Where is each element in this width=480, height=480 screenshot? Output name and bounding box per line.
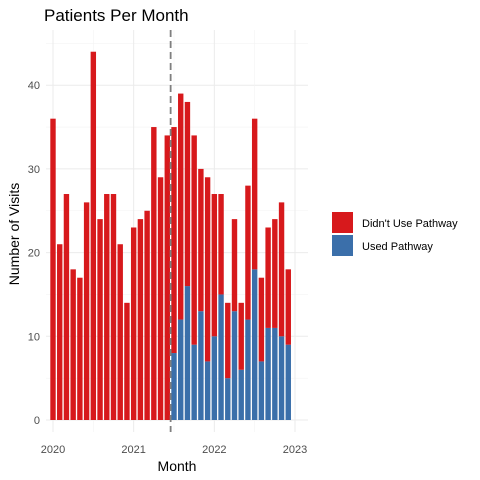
y-axis-ticks: 0 10 20 30 40: [28, 80, 40, 427]
legend-label: Used Pathway: [362, 241, 433, 253]
bar-didnt-use-pathway: [130, 227, 137, 420]
bar-didnt-use-pathway: [63, 194, 70, 420]
bar-didnt-use-pathway: [104, 194, 110, 420]
bar-used-pathway: [265, 327, 271, 420]
bar-didnt-use-pathway: [83, 202, 90, 420]
y-tick-label: 20: [28, 248, 40, 260]
bar-used-pathway: [211, 336, 218, 420]
x-tick-label: 2020: [41, 444, 65, 456]
bar-didnt-use-pathway: [238, 302, 244, 370]
bar-didnt-use-pathway: [198, 168, 204, 312]
bar-didnt-use-pathway: [211, 194, 218, 337]
bar-didnt-use-pathway: [285, 269, 291, 345]
y-axis-title: Number of Visits: [6, 183, 22, 285]
bar-didnt-use-pathway: [278, 202, 285, 337]
bar-didnt-use-pathway: [77, 277, 83, 420]
y-tick-label: 0: [34, 415, 40, 427]
bar-used-pathway: [278, 336, 285, 420]
y-tick-label: 30: [28, 164, 40, 176]
x-tick-label: 2023: [283, 444, 307, 456]
x-axis-title: Month: [158, 458, 197, 474]
bar-didnt-use-pathway: [265, 227, 271, 328]
legend-swatch: [332, 212, 353, 233]
bar-didnt-use-pathway: [97, 219, 103, 420]
bar-didnt-use-pathway: [90, 51, 97, 420]
bar-didnt-use-pathway: [218, 194, 224, 295]
legend-label: Didn't Use Pathway: [362, 218, 458, 230]
y-tick-label: 40: [28, 80, 40, 92]
bar-didnt-use-pathway: [231, 219, 238, 312]
bar-didnt-use-pathway: [178, 93, 184, 320]
legend-swatch: [332, 235, 353, 256]
bar-used-pathway: [198, 311, 204, 420]
bar-didnt-use-pathway: [110, 194, 117, 420]
bar-used-pathway: [184, 286, 191, 420]
bar-used-pathway: [218, 294, 224, 420]
bar-used-pathway: [238, 369, 244, 420]
bar-used-pathway: [285, 344, 291, 420]
bar-used-pathway: [225, 378, 231, 420]
bar-didnt-use-pathway: [117, 244, 123, 420]
bar-didnt-use-pathway: [171, 127, 177, 354]
bar-used-pathway: [251, 269, 258, 420]
bar-didnt-use-pathway: [272, 219, 278, 328]
bar-didnt-use-pathway: [204, 177, 211, 362]
bar-didnt-use-pathway: [70, 269, 76, 420]
x-axis-ticks: 2020 2021 2022 2023: [41, 444, 307, 456]
bars: [50, 51, 291, 421]
x-tick-label: 2021: [121, 444, 145, 456]
bar-didnt-use-pathway: [184, 101, 191, 287]
bar-used-pathway: [191, 344, 197, 420]
bar-used-pathway: [245, 319, 251, 420]
bar-used-pathway: [178, 319, 184, 420]
bar-didnt-use-pathway: [124, 302, 130, 420]
x-tick-label: 2022: [202, 444, 226, 456]
y-tick-label: 10: [28, 331, 40, 343]
bar-didnt-use-pathway: [164, 135, 170, 421]
chart-title: Patients Per Month: [44, 6, 189, 25]
bar-used-pathway: [171, 353, 177, 420]
bar-used-pathway: [258, 361, 265, 420]
bar-didnt-use-pathway: [50, 118, 56, 421]
bar-didnt-use-pathway: [151, 127, 157, 421]
bar-didnt-use-pathway: [258, 277, 265, 362]
bar-used-pathway: [272, 327, 278, 420]
bar-didnt-use-pathway: [225, 302, 231, 379]
bar-didnt-use-pathway: [144, 210, 150, 420]
bar-used-pathway: [204, 361, 211, 420]
bar-didnt-use-pathway: [191, 135, 197, 345]
bar-didnt-use-pathway: [251, 118, 258, 270]
bar-didnt-use-pathway: [157, 177, 164, 420]
bar-didnt-use-pathway: [57, 244, 63, 420]
bar-didnt-use-pathway: [245, 185, 251, 320]
bar-used-pathway: [231, 311, 238, 420]
legend: Didn't Use Pathway Used Pathway: [332, 212, 458, 256]
bar-didnt-use-pathway: [137, 219, 144, 420]
